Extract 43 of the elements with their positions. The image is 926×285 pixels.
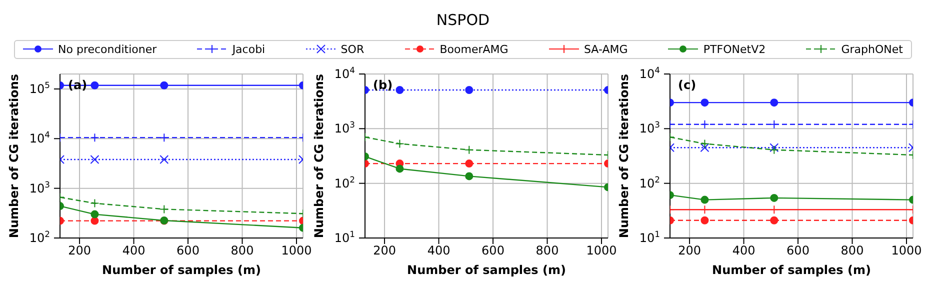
y-tick-label: 10$^{4}$	[29, 130, 50, 146]
y-axis-title: Number of CG iterations	[617, 74, 631, 238]
x-tick-label: 600	[786, 244, 810, 258]
x-axis-title: Number of samples (m)	[407, 263, 566, 277]
x-tick-label: 400	[122, 244, 146, 258]
x-tick-label: 200	[373, 244, 396, 258]
x-tick-label: 200	[678, 244, 701, 258]
x-tick-label: 400	[732, 244, 756, 258]
y-tick-label: 10$^{2}$	[29, 229, 50, 245]
y-axis-title: Number of CG iterations	[7, 74, 21, 238]
x-tick-label: 1000	[281, 244, 312, 258]
x-tick-label: 600	[176, 244, 200, 258]
y-tick-label: 10$^{3}$	[29, 179, 50, 196]
y-tick-label: 10$^{1}$	[639, 229, 660, 245]
y-tick-label: 10$^{3}$	[334, 120, 355, 136]
y-tick-label: 10$^{1}$	[334, 229, 355, 245]
annotation: (c)	[678, 78, 696, 92]
x-tick-label: 800	[230, 244, 254, 258]
x-tick-label: 400	[427, 244, 450, 258]
x-axis-title: Number of samples (m)	[712, 263, 871, 277]
y-tick-label: 10$^{4}$	[334, 65, 355, 81]
x-tick-label: 1000	[586, 244, 617, 258]
y-tick-label: 10$^{2}$	[639, 174, 660, 190]
legend-label: PTFONetV2	[703, 42, 766, 56]
legend-label: SA-AMG	[584, 42, 628, 56]
y-tick-label: 10$^{2}$	[334, 174, 355, 190]
x-axis-title: Number of samples (m)	[102, 263, 261, 277]
x-tick-label: 200	[68, 244, 91, 258]
annotation: (b)	[373, 78, 393, 92]
legend-label: No preconditioner	[58, 42, 157, 56]
x-tick-label: 800	[536, 244, 559, 258]
legend-label: BoomerAMG	[440, 42, 508, 56]
legend-label: GraphONet	[841, 42, 903, 56]
x-tick-label: 1000	[891, 244, 922, 258]
x-tick-label: 600	[482, 244, 504, 258]
chart-title: NSPOD	[436, 11, 490, 29]
x-tick-label: 800	[840, 244, 864, 258]
y-axis-title: Number of CG iterations	[312, 74, 326, 238]
legend-label: SOR	[340, 42, 364, 56]
legend-label: Jacobi	[232, 42, 266, 56]
y-tick-label: 10$^{4}$	[639, 65, 660, 81]
y-tick-label: 10$^{3}$	[639, 120, 660, 136]
y-tick-label: 10$^{5}$	[29, 80, 50, 96]
